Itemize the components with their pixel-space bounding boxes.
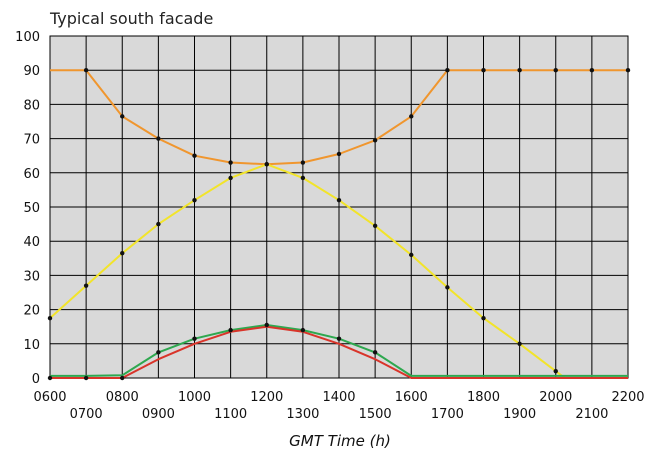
x-tick-label-upper: 2200 <box>611 390 644 405</box>
data-point-1 <box>120 114 125 119</box>
data-point-2 <box>47 315 53 321</box>
data-point-2 <box>192 197 197 203</box>
chart-title: Typical south facade <box>49 9 213 28</box>
y-tick-label: 80 <box>23 98 40 113</box>
data-point-3 <box>228 327 233 333</box>
data-point-1 <box>372 138 378 143</box>
y-tick-label: 60 <box>23 167 40 182</box>
x-tick-label-upper: 1800 <box>467 390 500 405</box>
x-tick-label-upper: 2000 <box>539 390 572 405</box>
x-tick-label-lower: 1300 <box>286 407 319 422</box>
data-point-1 <box>409 114 414 119</box>
data-point-3 <box>336 336 342 341</box>
x-axis-label: GMT Time (h) <box>289 432 391 450</box>
x-tick-label-lower: 1100 <box>214 407 247 422</box>
data-point-2 <box>409 252 414 258</box>
data-point-3 <box>264 322 269 328</box>
data-point-1 <box>300 160 306 165</box>
x-tick-label-upper: 1200 <box>250 390 283 405</box>
data-point-1 <box>83 68 89 73</box>
x-tick-label-upper: 1400 <box>322 390 355 405</box>
x-tick-label-upper: 1600 <box>395 390 428 405</box>
data-point-2 <box>336 197 342 203</box>
x-tick-label-lower: 1500 <box>359 407 392 422</box>
x-tick-label-upper: 0800 <box>106 390 139 405</box>
data-point-1 <box>192 153 197 158</box>
series-line-4 <box>50 325 628 379</box>
x-tick-label-lower: 0900 <box>142 407 175 422</box>
y-tick-label: 0 <box>32 372 40 387</box>
y-tick-labels: 0 10 20 30 40 50 60 70 80 90 100 <box>15 30 40 387</box>
data-point-1 <box>156 136 161 141</box>
y-tick-label: 70 <box>23 133 40 148</box>
data-point-2 <box>553 368 558 374</box>
y-tick-label: 10 <box>23 338 40 353</box>
data-point-4 <box>83 375 89 381</box>
y-tick-label: 40 <box>23 235 40 250</box>
x-tick-label-lower: 1900 <box>503 407 536 422</box>
data-point-2 <box>83 283 89 288</box>
data-point-4 <box>47 375 53 381</box>
y-tick-label: 50 <box>23 201 40 216</box>
data-point-2 <box>156 221 161 227</box>
data-point-3 <box>372 350 378 355</box>
data-point-3 <box>192 336 197 341</box>
data-point-1 <box>228 160 233 165</box>
data-point-1 <box>445 68 450 73</box>
x-tick-label-upper: 1000 <box>178 390 211 405</box>
data-point-2 <box>300 175 306 181</box>
plot-area <box>47 35 631 381</box>
y-tick-label: 90 <box>23 64 40 79</box>
data-point-2 <box>445 285 450 290</box>
y-tick-label: 100 <box>15 30 40 45</box>
data-point-3 <box>156 350 161 355</box>
data-point-3 <box>300 327 306 333</box>
x-tick-label-lower: 2100 <box>575 407 608 422</box>
x-tick-labels: 0600 0800 1000 1200 1400 1600 1800 2000 2200 0700… <box>33 390 644 422</box>
data-point-2 <box>481 315 486 321</box>
x-tick-label-lower: 0700 <box>70 407 103 422</box>
data-point-1 <box>553 68 558 73</box>
data-point-4 <box>120 375 125 381</box>
data-point-2 <box>372 223 378 229</box>
data-point-1 <box>336 151 342 157</box>
data-point-1 <box>517 68 522 73</box>
y-tick-label: 30 <box>23 269 40 284</box>
data-point-1 <box>625 68 631 73</box>
data-point-2 <box>120 250 125 256</box>
data-point-2 <box>228 175 233 181</box>
y-tick-label: 20 <box>23 304 40 319</box>
data-point-1 <box>589 68 595 73</box>
x-tick-label-lower: 1700 <box>431 407 464 422</box>
data-point-2 <box>517 341 522 346</box>
x-tick-label-upper: 0600 <box>33 390 66 405</box>
data-point-2 <box>264 162 269 167</box>
data-point-1 <box>481 68 486 73</box>
